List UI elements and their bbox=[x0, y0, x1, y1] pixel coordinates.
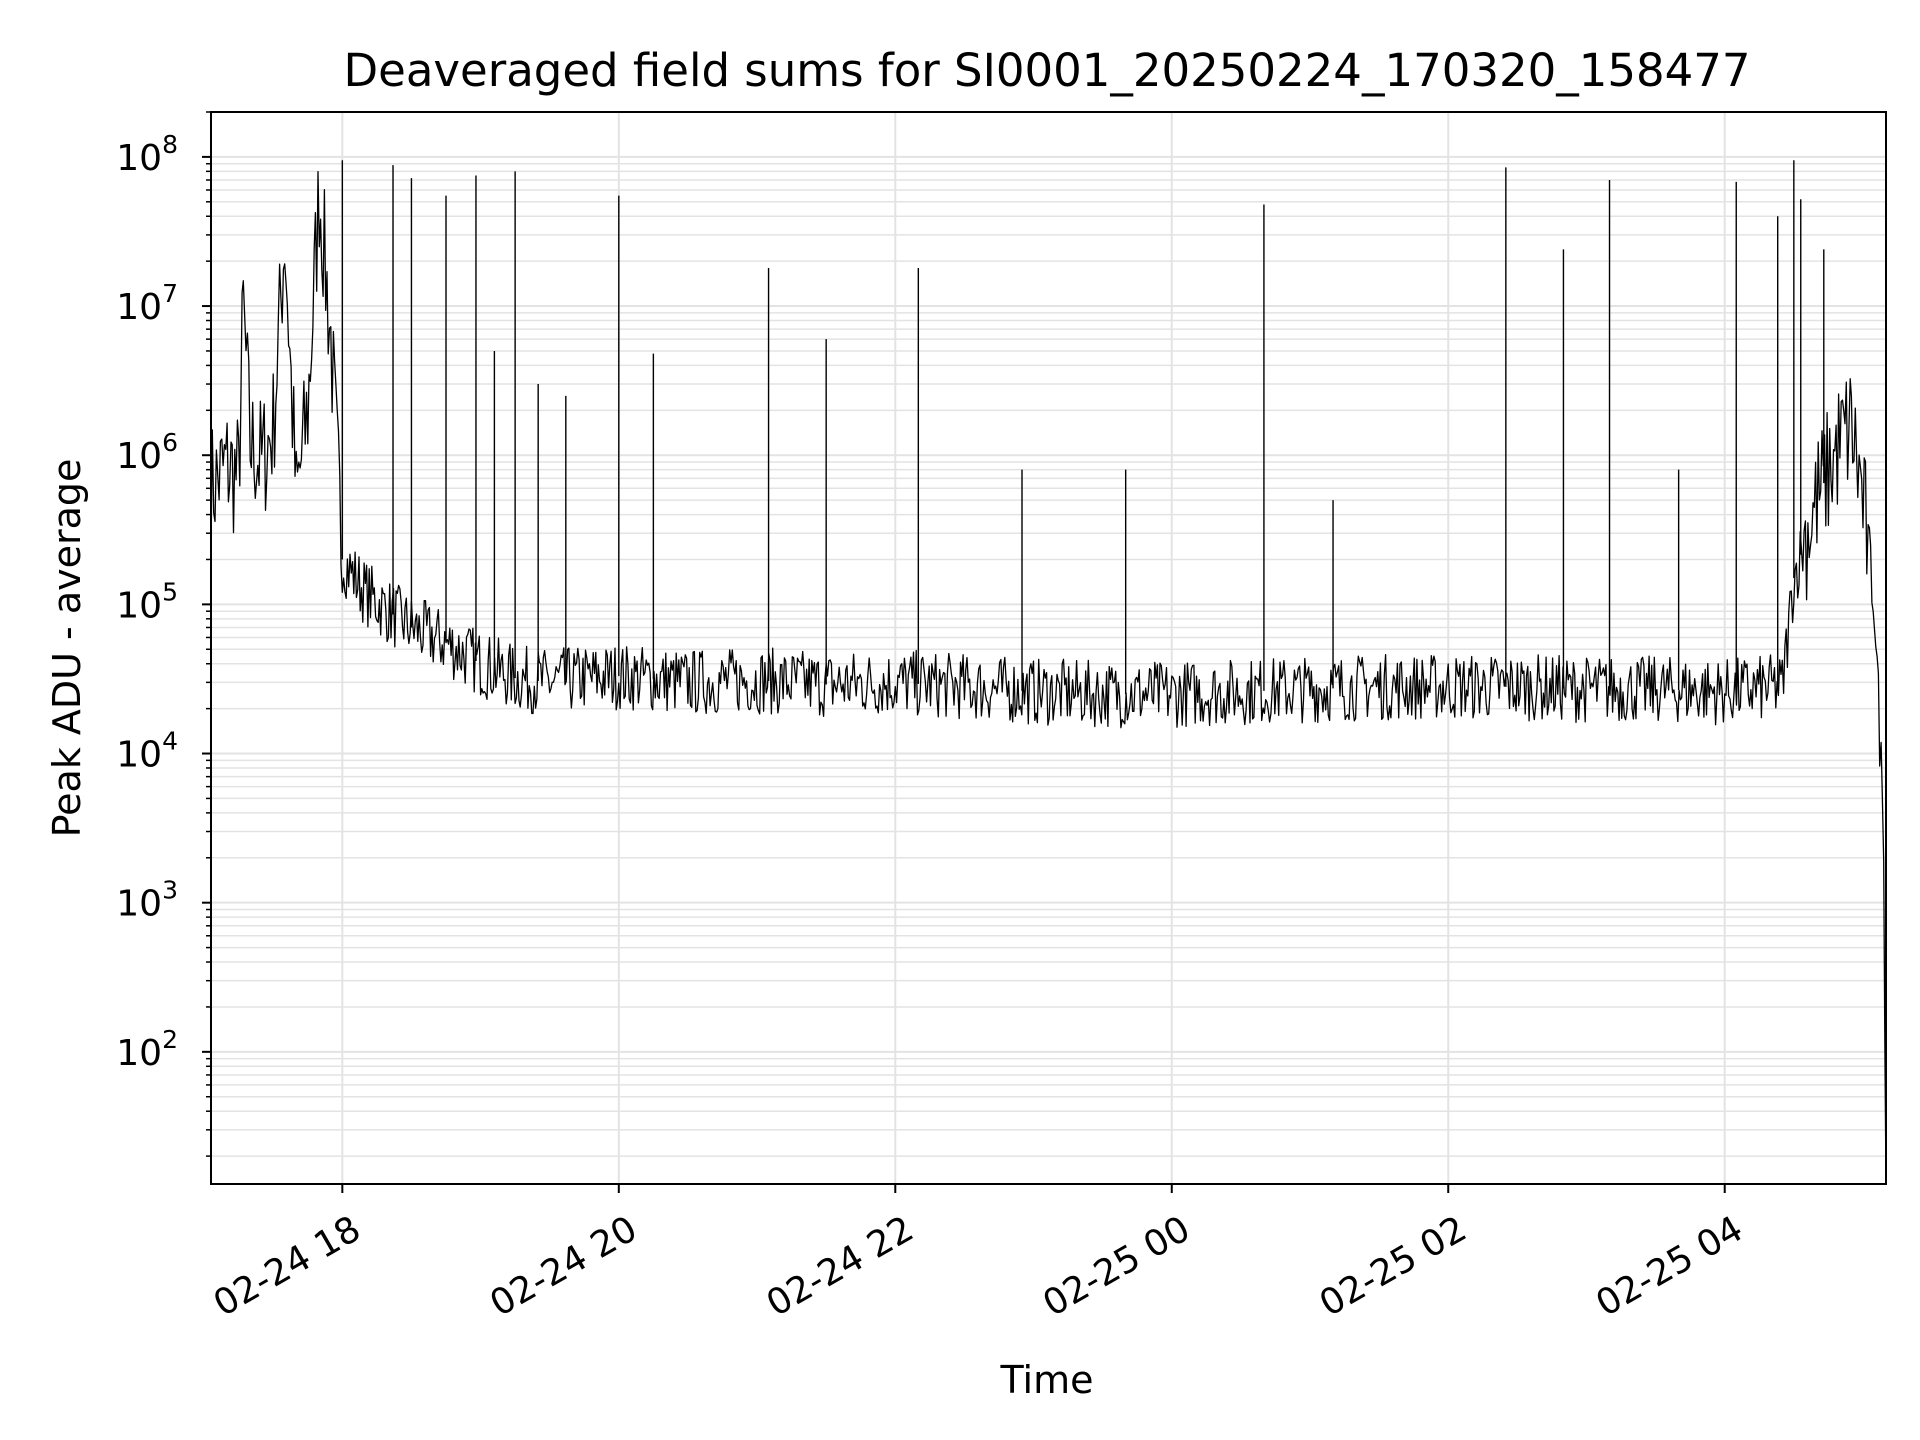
grid bbox=[211, 111, 1886, 1184]
y-axis-label: Peak ADU - average bbox=[45, 459, 89, 838]
y-tick-label: 105 bbox=[116, 577, 178, 626]
y-tick-label: 106 bbox=[116, 428, 178, 477]
plot-frame bbox=[210, 111, 1887, 1185]
y-tick-label: 107 bbox=[116, 279, 178, 328]
chart-title: Deaveraged field sums for SI0001_2025022… bbox=[343, 44, 1750, 97]
series-line bbox=[210, 170, 1887, 1185]
x-axis-label: Time bbox=[1000, 1358, 1094, 1402]
y-tick-label: 104 bbox=[116, 727, 178, 776]
y-tick-label: 103 bbox=[116, 876, 178, 925]
y-tick-label: 102 bbox=[116, 1025, 178, 1074]
data-lines bbox=[210, 160, 1887, 1185]
y-tick-label: 108 bbox=[116, 130, 178, 179]
